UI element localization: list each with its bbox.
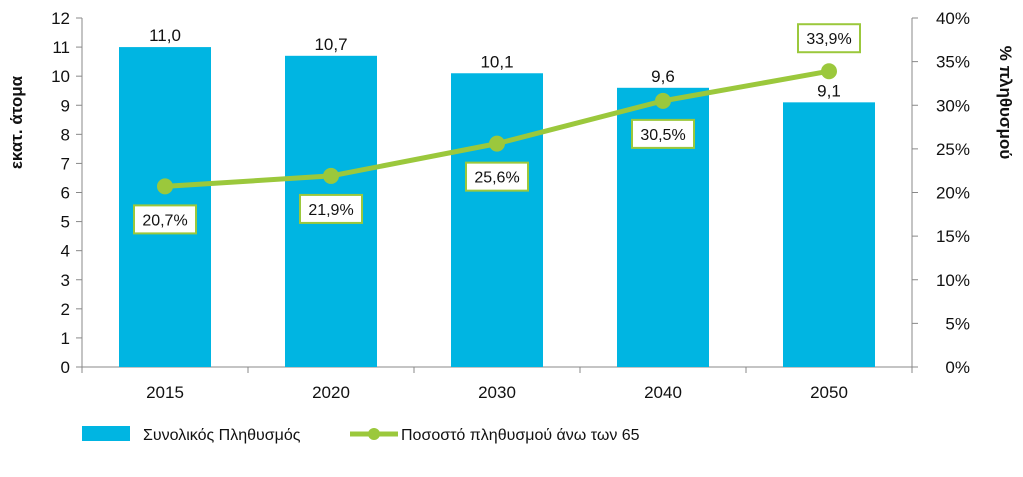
legend-line-marker [368, 428, 380, 440]
y-tick-label: 6 [61, 184, 70, 203]
y-tick-label: 5 [61, 213, 70, 232]
y-tick-label: 3 [61, 271, 70, 290]
y-tick-label: 7 [61, 154, 70, 173]
y2-tick-label: 5% [945, 314, 970, 333]
x-tick-label: 2050 [810, 383, 848, 402]
line-label-text: 21,9% [308, 202, 353, 219]
line-data-label: 21,9% [299, 193, 363, 224]
bar-data-label: 9,1 [817, 81, 841, 100]
line-data-label: 25,6% [465, 161, 529, 192]
y2-tick-label: 35% [936, 53, 970, 72]
y2-tick-label: 30% [936, 96, 970, 115]
y2-tick-label: 25% [936, 140, 970, 159]
line-label-text: 25,6% [474, 170, 519, 187]
y2-axis-title: % πληθυσμού [996, 46, 1015, 160]
bar-data-label: 11,0 [149, 26, 181, 45]
line-series [157, 63, 837, 195]
x-tick-label: 2040 [644, 383, 682, 402]
axes: 01234567891011120%5%10%15%20%25%30%35%40… [7, 9, 1015, 402]
line-label-text: 30,5% [640, 127, 685, 144]
line-data-label: 30,5% [631, 118, 695, 149]
line-label-text: 33,9% [806, 31, 851, 48]
y-tick-label: 1 [61, 329, 70, 348]
legend-bar-label: Συνολικός Πληθυσμός [143, 427, 301, 444]
x-tick-label: 2020 [312, 383, 350, 402]
legend-bar-swatch [82, 426, 130, 441]
y-tick-label: 11 [52, 38, 70, 57]
line-point [157, 178, 173, 195]
line-label-box [797, 23, 861, 54]
bars [119, 47, 875, 368]
bar [783, 102, 875, 367]
line-label-box [631, 118, 695, 149]
y2-tick-label: 15% [936, 227, 970, 246]
y2-tick-label: 10% [936, 271, 970, 290]
y-tick-label: 2 [61, 300, 70, 319]
line-labels: 20,7% 21,9% 25,6% 30,5% 33,9% [133, 23, 861, 235]
line-point [323, 167, 339, 184]
line-label-box [465, 161, 529, 192]
y-tick-label: 8 [61, 125, 70, 144]
line-point [655, 92, 671, 109]
y-axis-title: εκατ. άτομα [7, 75, 26, 169]
bar-data-label: 9,6 [651, 67, 675, 86]
y-tick-label: 12 [51, 9, 70, 28]
legend-line-label: Ποσοστό πληθυσμού άνω των 65 [401, 427, 640, 444]
line-data-label: 33,9% [797, 23, 861, 54]
x-tick-label: 2030 [478, 383, 516, 402]
line-point [821, 63, 837, 80]
bar-data-label: 10,7 [314, 35, 347, 54]
bar-data-label: 10,1 [480, 52, 513, 71]
line-label-text: 20,7% [142, 212, 187, 229]
line-label-box [133, 204, 197, 235]
bar-labels: 11,0 10,7 10,1 9,6 9,1 [149, 26, 841, 100]
y-tick-label: 4 [61, 242, 70, 261]
y2-tick-label: 0% [945, 358, 970, 377]
x-tick-label: 2015 [146, 383, 184, 402]
y-tick-label: 10 [51, 67, 70, 86]
y-tick-label: 0 [61, 358, 70, 377]
line-label-box [299, 193, 363, 224]
line-data-label: 20,7% [133, 204, 197, 235]
legend: Συνολικός Πληθυσμός Ποσοστό πληθυσμού άν… [82, 426, 640, 444]
bar [451, 73, 543, 367]
y2-tick-label: 20% [936, 184, 970, 203]
y2-tick-label: 40% [936, 9, 970, 28]
y-tick-label: 9 [61, 96, 70, 115]
line-point [489, 135, 505, 152]
